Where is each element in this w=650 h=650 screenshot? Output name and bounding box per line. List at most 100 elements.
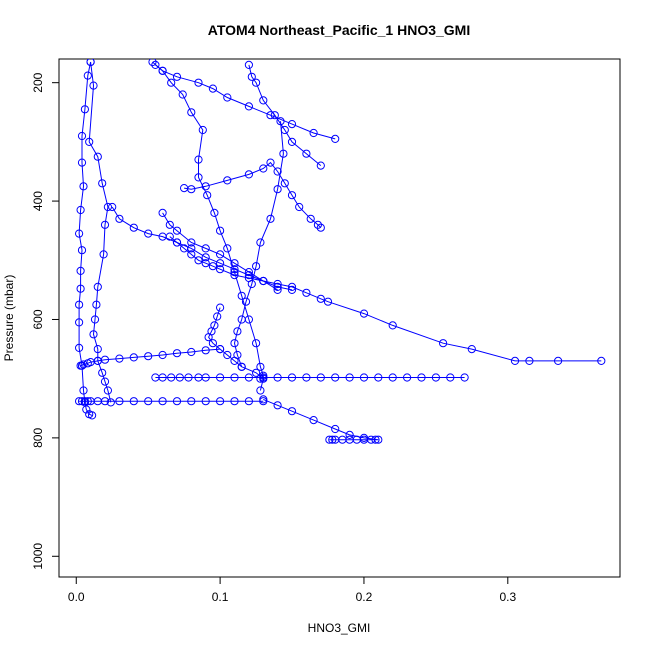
data-point (252, 78, 261, 87)
data-point (103, 386, 113, 395)
series-line (155, 64, 336, 140)
data-point (331, 373, 340, 382)
data-point (597, 356, 606, 365)
plot-frame (58, 58, 621, 578)
y-tick-label: 600 (31, 309, 45, 329)
data-point (201, 253, 210, 262)
series-12 (244, 60, 325, 170)
data-point (208, 262, 217, 271)
data-point (359, 373, 369, 382)
data-point (172, 238, 182, 247)
data-point (158, 232, 167, 241)
x-tick-label: 0.3 (499, 590, 516, 604)
chart-title: ATOM4 Northeast_Pacific_1 HNO3_GMI (208, 22, 470, 38)
data-point (467, 345, 476, 354)
data-point (213, 312, 222, 321)
data-point (216, 259, 225, 268)
data-point (88, 411, 97, 420)
data-point (302, 288, 311, 297)
data-point (273, 401, 282, 410)
data-point (233, 327, 242, 336)
data-point (216, 397, 225, 406)
series-10 (180, 158, 325, 232)
data-point (187, 397, 196, 406)
data-point (273, 279, 282, 289)
data-point (241, 297, 251, 306)
data-point (151, 60, 160, 70)
data-point (431, 373, 440, 382)
data-point (216, 373, 225, 382)
data-point (216, 265, 225, 274)
data-point (371, 435, 380, 444)
data-point (80, 397, 90, 406)
data-point (178, 90, 187, 99)
data-point (86, 59, 95, 67)
data-point (273, 373, 282, 382)
data-point (273, 185, 282, 194)
data-point (223, 176, 232, 185)
data-point (172, 397, 182, 406)
data-point (230, 268, 239, 277)
data-point (525, 356, 534, 365)
series-line (248, 64, 322, 166)
series-8 (259, 395, 383, 444)
data-point (295, 202, 304, 212)
data-point (247, 72, 256, 81)
data-point (259, 96, 268, 105)
data-point (115, 214, 124, 223)
plot-area (75, 59, 606, 444)
data-point (93, 152, 102, 161)
data-point (316, 223, 325, 232)
data-point (108, 202, 117, 212)
data-point (82, 405, 91, 414)
series-6 (151, 373, 469, 382)
data-point (216, 345, 225, 354)
data-point (374, 373, 383, 382)
data-point (76, 205, 85, 215)
data-point (252, 339, 261, 348)
data-point (100, 397, 110, 406)
data-point (359, 309, 369, 318)
data-point (98, 179, 107, 188)
x-tick-label: 0.1 (212, 590, 229, 604)
data-point (158, 66, 167, 75)
data-point (158, 397, 167, 406)
data-point (194, 78, 203, 87)
series-13 (158, 208, 282, 294)
data-point (93, 345, 102, 354)
data-point (439, 339, 448, 348)
data-point (172, 72, 182, 81)
data-point (75, 318, 84, 327)
data-point (266, 111, 275, 120)
data-point (167, 78, 176, 87)
data-point (230, 259, 239, 268)
y-axis-label: Pressure (mbar) (2, 275, 16, 362)
data-point (187, 347, 196, 357)
x-tick-label: 0.2 (356, 590, 373, 604)
data-point (92, 300, 101, 309)
data-point (223, 244, 232, 253)
data-point (75, 397, 84, 406)
data-point (83, 397, 92, 406)
data-point (230, 356, 239, 365)
series-1 (85, 59, 115, 407)
data-point (90, 315, 100, 324)
data-point (280, 125, 289, 135)
data-point (273, 282, 282, 291)
data-point (158, 373, 167, 382)
data-point (85, 137, 94, 146)
data-point (323, 297, 333, 306)
data-point (216, 250, 225, 259)
data-point (388, 321, 397, 330)
series-line (152, 61, 264, 380)
series-3 (230, 117, 288, 395)
data-point (244, 60, 253, 70)
data-point (287, 285, 297, 294)
data-point (100, 355, 110, 364)
data-point (244, 397, 253, 406)
data-point (270, 111, 279, 120)
data-point (216, 303, 225, 312)
data-point (75, 300, 84, 309)
data-point (510, 356, 520, 365)
